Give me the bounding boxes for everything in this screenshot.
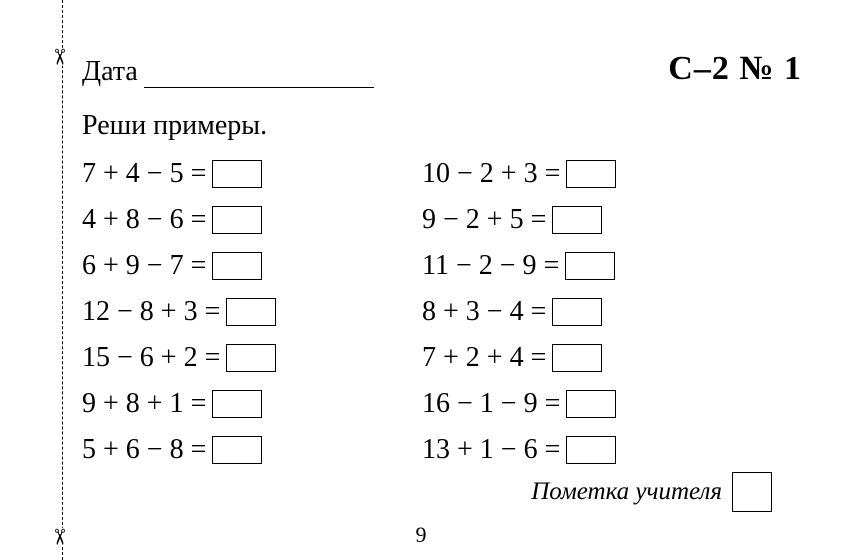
cut-line [62, 0, 63, 560]
date-field: Дата [82, 56, 374, 88]
date-blank-line[interactable] [144, 58, 374, 88]
problem-row: 4 + 8 − 6 = [82, 206, 422, 234]
problem-expr: 7 + 2 + 4 = [422, 344, 546, 372]
answer-box[interactable] [552, 344, 602, 372]
answer-box[interactable] [552, 206, 602, 234]
problem-row: 7 + 2 + 4 = [422, 344, 792, 372]
content-area: Дата С–2 № 1 Реши примеры. 7 + 4 − 5 = 4… [82, 50, 802, 482]
problem-expr: 15 − 6 + 2 = [82, 344, 220, 372]
problem-expr: 6 + 9 − 7 = [82, 252, 206, 280]
problem-expr: 9 + 8 + 1 = [82, 390, 206, 418]
problems-columns: 7 + 4 − 5 = 4 + 8 − 6 = 6 + 9 − 7 = 12 −… [82, 160, 802, 482]
problem-row: 9 − 2 + 5 = [422, 206, 792, 234]
answer-box[interactable] [226, 298, 276, 326]
answer-box[interactable] [226, 344, 276, 372]
problem-expr: 4 + 8 − 6 = [82, 206, 206, 234]
instruction-text: Реши примеры. [82, 110, 802, 142]
problem-expr: 16 − 1 − 9 = [422, 390, 560, 418]
problem-row: 7 + 4 − 5 = [82, 160, 422, 188]
teacher-note-label: Пометка учителя [531, 478, 722, 506]
problem-expr: 8 + 3 − 4 = [422, 298, 546, 326]
teacher-mark-box[interactable] [732, 472, 772, 512]
problem-row: 11 − 2 − 9 = [422, 252, 792, 280]
teacher-note: Пометка учителя [531, 472, 772, 512]
problem-expr: 7 + 4 − 5 = [82, 160, 206, 188]
problem-expr: 9 − 2 + 5 = [422, 206, 546, 234]
answer-box[interactable] [212, 252, 262, 280]
page-number: 9 [0, 522, 842, 548]
answer-box[interactable] [212, 206, 262, 234]
problem-row: 6 + 9 − 7 = [82, 252, 422, 280]
header-row: Дата С–2 № 1 [82, 50, 802, 88]
answer-box[interactable] [552, 298, 602, 326]
problems-col-left: 7 + 4 − 5 = 4 + 8 − 6 = 6 + 9 − 7 = 12 −… [82, 160, 422, 482]
problem-expr: 5 + 6 − 8 = [82, 436, 206, 464]
problem-row: 10 − 2 + 3 = [422, 160, 792, 188]
problem-row: 15 − 6 + 2 = [82, 344, 422, 372]
answer-box[interactable] [212, 160, 262, 188]
problem-row: 13 + 1 − 6 = [422, 436, 792, 464]
answer-box[interactable] [212, 390, 262, 418]
problem-expr: 11 − 2 − 9 = [422, 252, 559, 280]
problem-expr: 10 − 2 + 3 = [422, 160, 560, 188]
answer-box[interactable] [212, 436, 262, 464]
scissor-icon: ✂ [48, 48, 70, 66]
answer-box[interactable] [566, 436, 616, 464]
problem-expr: 13 + 1 − 6 = [422, 436, 560, 464]
answer-box[interactable] [565, 252, 615, 280]
answer-box[interactable] [566, 390, 616, 418]
worksheet-id: С–2 № 1 [668, 50, 802, 88]
problems-col-right: 10 − 2 + 3 = 9 − 2 + 5 = 11 − 2 − 9 = 8 … [422, 160, 792, 482]
problem-row: 16 − 1 − 9 = [422, 390, 792, 418]
problem-row: 8 + 3 − 4 = [422, 298, 792, 326]
problem-row: 5 + 6 − 8 = [82, 436, 422, 464]
problem-row: 9 + 8 + 1 = [82, 390, 422, 418]
problem-row: 12 − 8 + 3 = [82, 298, 422, 326]
problem-expr: 12 − 8 + 3 = [82, 298, 220, 326]
answer-box[interactable] [566, 160, 616, 188]
date-label: Дата [82, 56, 138, 88]
worksheet-page: ✂ ✂ Дата С–2 № 1 Реши примеры. 7 + 4 − 5… [0, 0, 842, 560]
